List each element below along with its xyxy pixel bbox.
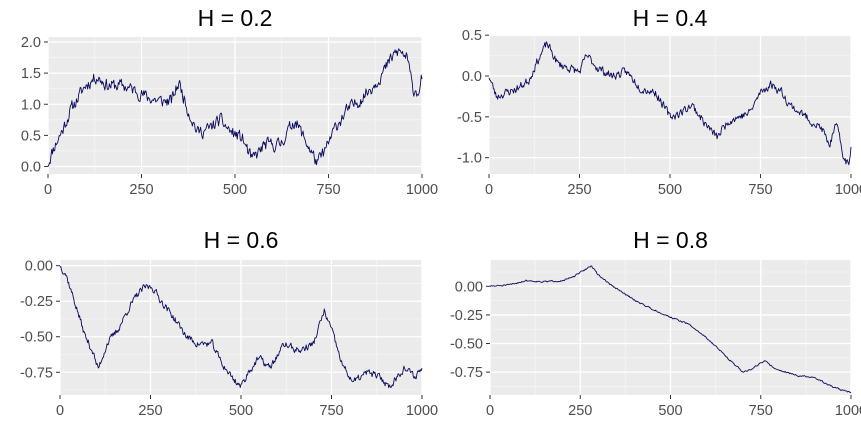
- chart-title: H = 0.8: [633, 227, 708, 253]
- y-tick-label: 0.5: [21, 128, 41, 144]
- series-line: [488, 41, 852, 166]
- x-tick-label: 750: [749, 403, 773, 419]
- x-tick-label: 750: [319, 403, 343, 419]
- x-tick-label: 0: [486, 403, 494, 419]
- y-tick-label: -0.75: [20, 365, 53, 381]
- chart-panel-h04: H = 0.4 0 250 500 750 1000 -1.0 -0.5 0.0 0.5: [430, 0, 861, 210]
- y-tick-label: -0.5: [457, 110, 482, 126]
- chart-panel-h02: H = 0.2 0 250 500 750 1000 0.0 0.5 1.0 1.5 2.0: [0, 0, 438, 210]
- chart-panel-h08: H = 0.8 0 250 500 750 1000 0.00 -0.25 -0.50 -0.75: [430, 222, 861, 432]
- y-tick-label: -1.0: [457, 151, 482, 167]
- x-tick-label: 500: [223, 182, 247, 198]
- series-line: [489, 265, 852, 394]
- chart-panel-h06: H = 0.6 0 250 500 750 1000 0.00 -0.25 -0.50 -0.75: [0, 222, 438, 432]
- chart-h08: H = 0.8 0 250 500 750 1000 0.00 -0.25 -0.50 -0.75: [450, 227, 861, 419]
- x-tick-label: 750: [316, 182, 340, 198]
- x-tick-label: 500: [658, 403, 682, 419]
- series-line: [47, 48, 423, 167]
- series-line: [59, 266, 423, 389]
- x-tick-label: 0: [485, 182, 493, 198]
- x-tick-label: 500: [229, 403, 253, 419]
- x-tick-label: 1000: [406, 182, 438, 198]
- y-tick-label: 1.0: [21, 97, 41, 113]
- y-tick-label: 0.5: [462, 28, 482, 44]
- x-tick-label: 250: [129, 182, 153, 198]
- chart-title: H = 0.6: [204, 227, 279, 253]
- y-tick-label: 0.0: [21, 160, 41, 176]
- chart-h06: H = 0.6 0 250 500 750 1000 0.00 -0.25 -0.50 -0.75: [20, 227, 438, 419]
- chart-title: H = 0.2: [198, 5, 273, 31]
- y-tick-label: -0.75: [450, 365, 483, 381]
- y-tick-label: -0.50: [450, 337, 483, 353]
- x-tick-label: 1000: [835, 403, 861, 419]
- x-tick-label: 500: [658, 182, 682, 198]
- x-tick-label: 0: [56, 403, 64, 419]
- x-tick-label: 1000: [406, 403, 438, 419]
- x-tick-label: 250: [568, 403, 592, 419]
- y-tick-label: 0.00: [25, 259, 53, 275]
- chart-h02: H = 0.2 0 250 500 750 1000 0.0 0.5 1.0 1.5 2.0: [21, 5, 438, 198]
- x-tick-label: 1000: [835, 182, 861, 198]
- x-tick-label: 250: [138, 403, 162, 419]
- x-tick-label: 250: [567, 182, 591, 198]
- x-tick-label: 0: [44, 182, 52, 198]
- chart-h04: H = 0.4 0 250 500 750 1000 -1.0 -0.5 0.0 0.5: [457, 5, 861, 198]
- y-tick-label: 0.00: [455, 279, 483, 295]
- y-tick-label: 0.0: [462, 69, 482, 85]
- x-tick-label: 750: [748, 182, 772, 198]
- y-tick-label: -0.25: [450, 308, 483, 324]
- y-tick-label: -0.50: [20, 330, 53, 346]
- y-tick-label: 2.0: [21, 35, 41, 51]
- chart-title: H = 0.4: [633, 5, 708, 31]
- y-tick-label: 1.5: [21, 66, 41, 82]
- y-tick-label: -0.25: [20, 294, 53, 310]
